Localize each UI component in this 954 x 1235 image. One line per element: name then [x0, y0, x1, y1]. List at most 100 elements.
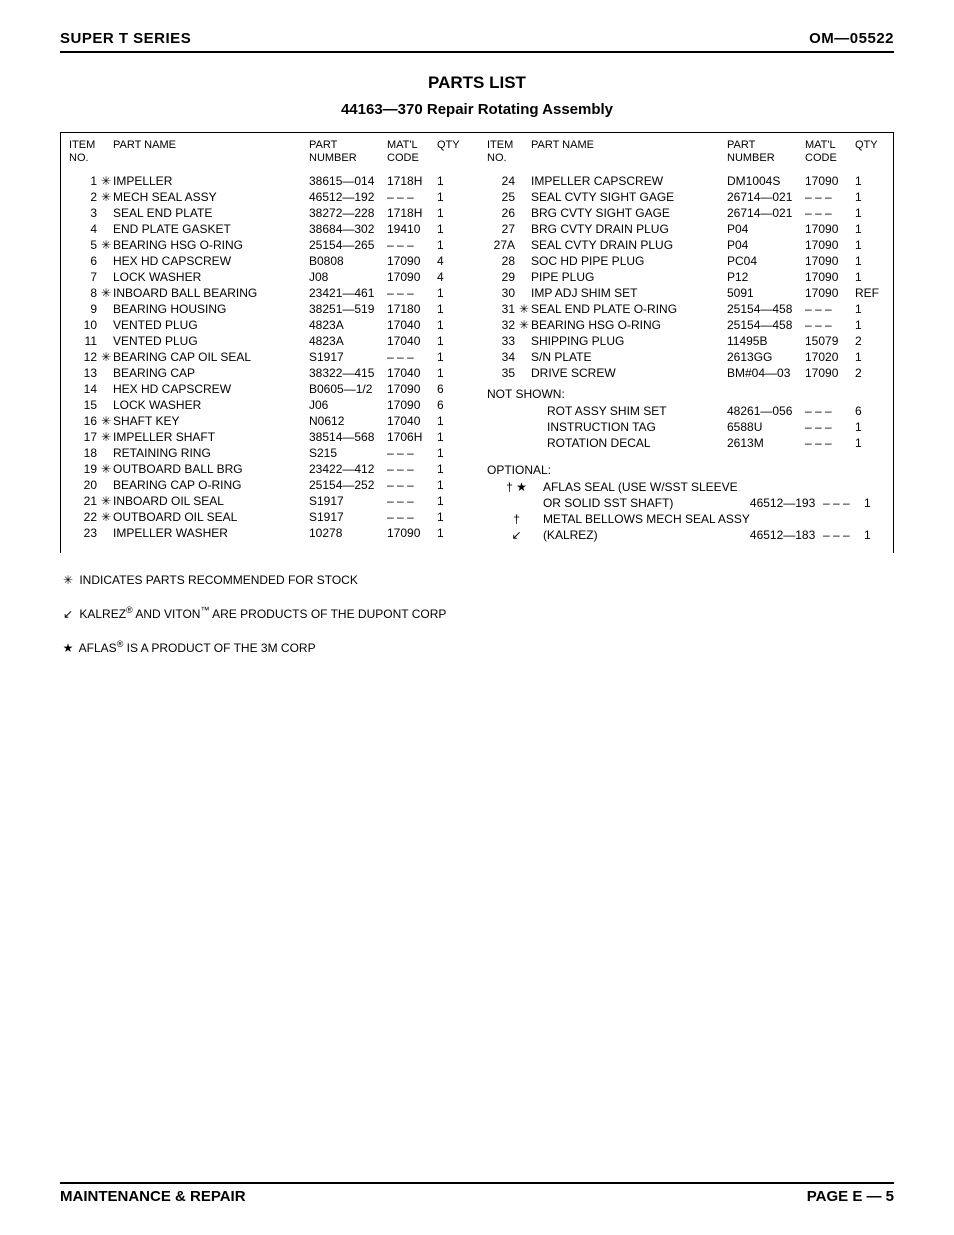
- cell-matl: 17090: [805, 253, 855, 269]
- cell-item: 13: [69, 365, 99, 381]
- table-row: 27ASEAL CVTY DRAIN PLUGP04170901: [487, 237, 885, 253]
- cell-qty: 2: [855, 365, 885, 381]
- cell-pnum: DM1004S: [727, 173, 805, 189]
- table-row: 2✳MECH SEAL ASSY46512—192– – –1: [69, 189, 467, 205]
- cell-item: [487, 435, 517, 451]
- cell-qty: 1: [437, 173, 467, 189]
- cell-matl: 17090: [805, 237, 855, 253]
- cell-item: 22: [69, 509, 99, 525]
- cell-qty: 1: [437, 317, 467, 333]
- cell-name: SHAFT KEY: [113, 413, 309, 429]
- cell-matl: 17090: [387, 269, 437, 285]
- table-row: 19✳OUTBOARD BALL BRG23422—412– – –1: [69, 461, 467, 477]
- footer-left: MAINTENANCE & REPAIR: [60, 1188, 246, 1205]
- cell-mark: [517, 237, 531, 253]
- cell-pnum: PC04: [727, 253, 805, 269]
- cell-name: PIPE PLUG: [531, 269, 727, 285]
- cell-name: BRG CVTY DRAIN PLUG: [531, 221, 727, 237]
- cell-pnum: S215: [309, 445, 387, 461]
- cell-item: 15: [69, 397, 99, 413]
- cell-matl: 17040: [387, 365, 437, 381]
- cell-mark: ↙: [506, 527, 527, 543]
- table-row: 26BRG CVTY SIGHT GAGE26714—021– – –1: [487, 205, 885, 221]
- header-left: SUPER T SERIES: [60, 30, 191, 47]
- cell-item: 9: [69, 301, 99, 317]
- cell-pnum: B0808: [309, 253, 387, 269]
- cell-item: [487, 495, 506, 511]
- cell-qty: 1: [855, 237, 885, 253]
- cell-pnum: N0612: [309, 413, 387, 429]
- cell-name: OUTBOARD BALL BRG: [113, 461, 309, 477]
- cell-matl: 19410: [387, 221, 437, 237]
- note-stock: ✳ INDICATES PARTS RECOMMENDED FOR STOCK: [60, 573, 894, 587]
- cell-mark: [517, 365, 531, 381]
- table-row: 25SEAL CVTY SIGHT GAGE26714—021– – –1: [487, 189, 885, 205]
- cell-item: 35: [487, 365, 517, 381]
- cell-name: OUTBOARD OIL SEAL: [113, 509, 309, 525]
- cell-item: 18: [69, 445, 99, 461]
- cell-qty: 1: [437, 189, 467, 205]
- table-row: 7LOCK WASHERJ08170904: [69, 269, 467, 285]
- cell-name: BEARING CAP OIL SEAL: [113, 349, 309, 365]
- table-row: 15LOCK WASHERJ06170906: [69, 397, 467, 413]
- table-row: 6HEX HD CAPSCREWB0808170904: [69, 253, 467, 269]
- cell-name: BRG CVTY SIGHT GAGE: [531, 205, 727, 221]
- cell-matl: – – –: [805, 301, 855, 317]
- table-row: 12✳BEARING CAP OIL SEALS1917– – –1: [69, 349, 467, 365]
- table-row: 18RETAINING RINGS215– – –1: [69, 445, 467, 461]
- sub-title: 44163—370 Repair Rotating Assembly: [60, 101, 894, 118]
- star-icon: ★: [60, 641, 76, 655]
- cell-pnum: 38514—568: [309, 429, 387, 445]
- cell-item: 24: [487, 173, 517, 189]
- table-row: 24IMPELLER CAPSCREWDM1004S170901: [487, 173, 885, 189]
- cell-qty: 1: [437, 493, 467, 509]
- cell-mark: [99, 205, 113, 221]
- cell-qty: 1: [864, 527, 885, 543]
- table-row: 22✳OUTBOARD OIL SEALS1917– – –1: [69, 509, 467, 525]
- cell-item: [487, 403, 517, 419]
- cell-matl: 17090: [387, 253, 437, 269]
- cell-qty: 1: [437, 509, 467, 525]
- cell-matl: – – –: [387, 461, 437, 477]
- cell-item: 3: [69, 205, 99, 221]
- table-row: † ★AFLAS SEAL (USE W/SST SLEEVE: [487, 479, 885, 495]
- cell-matl: – – –: [387, 509, 437, 525]
- cell-name: (KALREZ): [527, 527, 750, 543]
- cell-pnum: 23421—461: [309, 285, 387, 301]
- table-row: 16✳SHAFT KEYN0612170401: [69, 413, 467, 429]
- cell-mark: [99, 269, 113, 285]
- cell-qty: 1: [855, 205, 885, 221]
- col-pnum: PART NUMBER: [309, 139, 387, 173]
- table-header-row: ITEM NO. PART NAME PART NUMBER MAT'L COD…: [487, 139, 885, 173]
- cell-qty: 1: [437, 525, 467, 541]
- cell-mark: [99, 301, 113, 317]
- cell-matl: – – –: [387, 285, 437, 301]
- cell-pnum: BM#04—03: [727, 365, 805, 381]
- table-row: 21✳INBOARD OIL SEALS1917– – –1: [69, 493, 467, 509]
- cell-qty: 1: [855, 189, 885, 205]
- cell-mark: [99, 525, 113, 541]
- cell-pnum: 23422—412: [309, 461, 387, 477]
- cell-matl: 17090: [387, 397, 437, 413]
- cell-matl: – – –: [805, 419, 855, 435]
- table-row: 9BEARING HOUSING38251—519171801: [69, 301, 467, 317]
- cell-mark: † ★: [506, 479, 527, 495]
- parts-table: ITEM NO. PART NAME PART NUMBER MAT'L COD…: [60, 132, 894, 553]
- optional-label: OPTIONAL:: [487, 451, 885, 479]
- cell-qty: [864, 479, 885, 495]
- cell-name: HEX HD CAPSCREW: [113, 381, 309, 397]
- cell-pnum: P04: [727, 221, 805, 237]
- cell-name: INBOARD OIL SEAL: [113, 493, 309, 509]
- cell-mark: [517, 221, 531, 237]
- cell-mark: [517, 403, 531, 419]
- cell-item: 23: [69, 525, 99, 541]
- cell-mark: [99, 333, 113, 349]
- cell-pnum: 6588U: [727, 419, 805, 435]
- col-item: ITEM NO.: [69, 139, 113, 173]
- cell-item: 34: [487, 349, 517, 365]
- cell-item: 32: [487, 317, 517, 333]
- cell-matl: 17090: [805, 365, 855, 381]
- cell-pnum: 10278: [309, 525, 387, 541]
- cell-item: 14: [69, 381, 99, 397]
- cell-name: SOC HD PIPE PLUG: [531, 253, 727, 269]
